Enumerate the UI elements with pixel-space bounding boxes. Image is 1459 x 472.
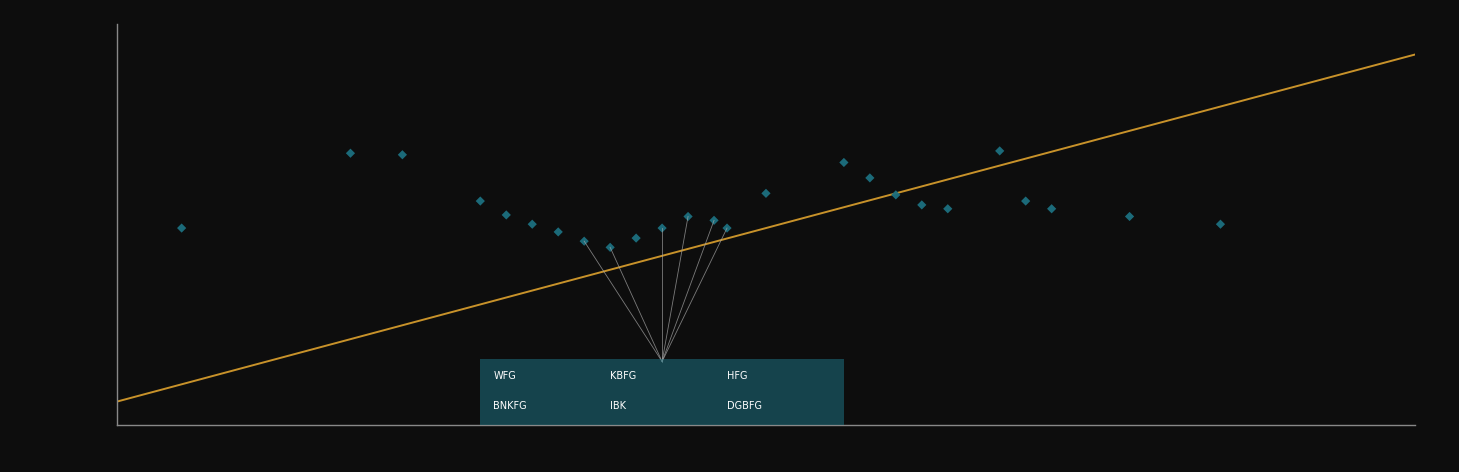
Point	[171, 224, 193, 232]
Point	[1040, 205, 1064, 212]
Point	[884, 191, 907, 199]
Point	[754, 190, 778, 197]
Point	[547, 228, 570, 236]
Point	[832, 159, 855, 166]
Bar	[480, 359, 843, 425]
Text: WFG: WFG	[493, 371, 516, 380]
Text: KBFG: KBFG	[610, 371, 636, 380]
Point	[677, 213, 700, 220]
Point	[1210, 220, 1233, 228]
Text: BNKFG: BNKFG	[493, 402, 527, 412]
Text: DGBFG: DGBFG	[727, 402, 762, 412]
Point	[910, 201, 934, 209]
Point	[495, 211, 518, 219]
Point	[715, 224, 738, 232]
Point	[651, 224, 674, 232]
Point	[937, 205, 960, 212]
Text: IBK: IBK	[610, 402, 626, 412]
Point	[391, 151, 414, 159]
Point	[572, 237, 595, 245]
Point	[1014, 197, 1037, 205]
Point	[1118, 213, 1141, 220]
Point	[702, 217, 725, 224]
Point	[624, 234, 648, 242]
Point	[521, 220, 544, 228]
Point	[468, 197, 492, 205]
Point	[598, 244, 622, 251]
Point	[338, 150, 362, 157]
Point	[988, 147, 1011, 155]
Point	[858, 174, 881, 182]
Text: HFG: HFG	[727, 371, 747, 380]
